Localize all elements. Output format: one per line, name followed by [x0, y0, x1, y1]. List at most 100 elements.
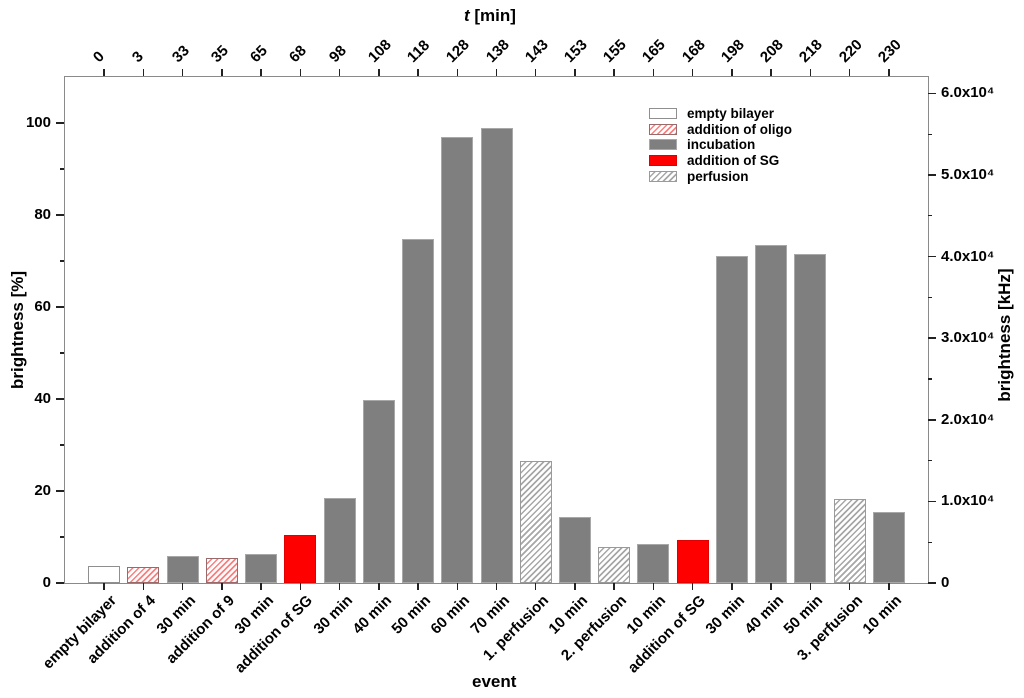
top-axis-tick	[417, 68, 419, 76]
top-tick-label: 153	[560, 36, 591, 66]
top-tick-label: 68	[286, 42, 311, 66]
top-tick-label: 220	[835, 36, 866, 66]
top-axis-tick	[260, 68, 262, 76]
right-axis-tick	[928, 92, 936, 95]
bottom-axis-tick	[652, 583, 655, 590]
bar-incubation	[245, 554, 278, 583]
legend-swatch-empty	[649, 108, 677, 120]
right-tick-label: 4.0x10⁴	[941, 247, 995, 265]
bottom-axis-tick	[142, 583, 145, 590]
left-axis-tick	[55, 582, 64, 584]
bottom-axis-tick	[103, 583, 105, 590]
right-axis-tick	[928, 500, 936, 503]
legend-swatch-oligo	[649, 123, 677, 135]
right-axis-tick	[928, 337, 936, 339]
legend-label: addition of SG	[687, 153, 780, 169]
right-axis-title: brightness [kHz]	[995, 268, 1014, 402]
bar-incubation	[166, 556, 199, 583]
bar-incubation	[362, 400, 395, 583]
left-axis-minor-tick	[59, 444, 64, 446]
legend-label: perfusion	[687, 168, 749, 184]
top-tick-label: 198	[717, 36, 748, 66]
top-tick-label: 98	[325, 42, 350, 66]
bar-oligo	[205, 558, 238, 583]
left-axis-tick	[55, 122, 64, 124]
legend-swatch-incubation	[649, 139, 677, 151]
top-axis-tick	[456, 68, 459, 76]
bar-perfusion	[833, 498, 866, 583]
legend-label: addition of oligo	[687, 121, 792, 137]
top-tick-label: 128	[443, 36, 473, 66]
top-axis-tick	[731, 68, 733, 76]
left-tick-label: 40	[34, 390, 51, 407]
bottom-axis-tick	[181, 583, 184, 590]
right-axis-minor-tick	[928, 541, 932, 543]
right-tick-label: 0	[941, 574, 950, 591]
bar-incubation	[402, 238, 435, 583]
left-tick-label: 20	[34, 482, 51, 499]
bar-incubation	[323, 498, 356, 583]
bottom-axis-tick	[888, 583, 890, 590]
legend-item: empty bilayer	[649, 106, 792, 122]
left-axis-minor-tick	[59, 536, 64, 538]
top-tick-label: 218	[796, 36, 827, 66]
bottom-axis-tick	[260, 583, 262, 590]
left-axis-minor-tick	[59, 260, 64, 262]
left-axis-minor-tick	[59, 168, 64, 170]
left-tick-label: 100	[25, 114, 51, 131]
left-axis-title: brightness [%]	[8, 270, 27, 390]
legend-label: empty bilayer	[687, 106, 775, 122]
bar-sg	[676, 539, 709, 583]
bottom-axis-tick	[338, 583, 341, 590]
top-tick-label: 138	[482, 36, 513, 66]
top-tick-label: 165	[639, 36, 670, 66]
left-tick-label: 80	[34, 206, 51, 223]
bottom-axis-tick	[378, 583, 380, 590]
right-axis-tick	[928, 582, 936, 584]
left-axis-minor-tick	[59, 352, 64, 354]
right-tick-label: 1.0x10⁴	[941, 492, 995, 510]
bar-incubation	[794, 254, 827, 583]
bar-perfusion	[519, 460, 552, 583]
top-tick-label: 33	[168, 42, 193, 66]
bar-oligo	[127, 567, 160, 583]
top-axis-tick	[574, 68, 576, 76]
bar-incubation	[755, 244, 788, 583]
right-axis-minor-tick	[928, 133, 932, 135]
top-tick-label: 168	[678, 36, 709, 66]
top-axis-tick	[338, 68, 341, 76]
right-axis-tick	[928, 255, 936, 258]
bottom-axis-tick	[221, 583, 223, 590]
left-tick-label: 0	[42, 574, 51, 591]
bar-incubation	[480, 127, 513, 583]
top-axis-title-var: t	[464, 6, 470, 25]
right-axis-minor-tick	[928, 459, 932, 462]
right-tick-label: 5.0x10⁴	[941, 165, 995, 183]
left-axis-tick	[55, 398, 64, 400]
left-tick-label: 60	[34, 298, 51, 315]
right-tick-label: 2.0x10⁴	[941, 410, 995, 428]
top-tick-label: 118	[404, 36, 434, 66]
bar-incubation	[558, 517, 591, 583]
top-tick-label: 0	[90, 48, 109, 66]
bottom-axis-tick	[495, 583, 498, 590]
top-axis-tick	[495, 68, 498, 76]
legend-label: incubation	[687, 137, 756, 153]
top-axis-tick	[888, 68, 890, 76]
top-axis-title: t [min]	[464, 6, 516, 26]
top-axis-tick	[691, 68, 694, 76]
legend: empty bilayer addition of oligo incubation…	[649, 106, 792, 184]
bottom-axis-tick	[456, 583, 459, 590]
top-axis-title-unit: [min]	[469, 6, 516, 25]
legend-item: addition of SG	[649, 153, 792, 169]
right-axis-minor-tick	[928, 215, 932, 217]
left-axis-tick	[55, 306, 64, 308]
top-axis-tick	[142, 68, 145, 76]
right-axis-tick	[928, 419, 936, 421]
left-axis-tick	[55, 490, 64, 492]
top-tick-label: 3	[129, 48, 148, 66]
right-axis-minor-tick	[928, 378, 932, 380]
bottom-axis-tick	[299, 583, 302, 590]
bottom-axis-tick	[731, 583, 733, 590]
